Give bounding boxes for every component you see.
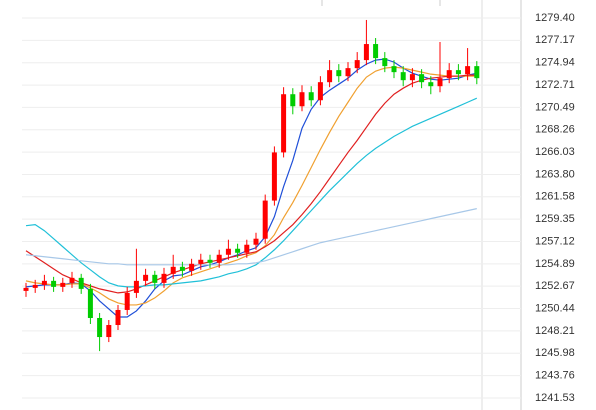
candle-body	[170, 266, 176, 274]
candle-body	[207, 259, 213, 263]
y-tick-label: 1252.67	[535, 280, 575, 292]
candle-body	[409, 74, 415, 81]
y-tick-label: 1274.94	[535, 57, 575, 69]
candle-body	[446, 70, 452, 79]
y-tick-label: 1245.98	[535, 347, 575, 359]
candle-body	[161, 273, 167, 283]
candle-body	[391, 66, 397, 73]
candle-body	[152, 274, 158, 283]
moving-average-line	[25, 74, 477, 294]
candle-body	[23, 287, 29, 291]
candle-body	[373, 44, 379, 59]
y-tick-label: 1248.21	[535, 325, 575, 337]
candle-body	[235, 248, 241, 253]
candle-body	[97, 317, 103, 338]
candle-body	[60, 282, 66, 287]
candle-body	[69, 277, 75, 283]
y-tick-label: 1270.49	[535, 101, 575, 113]
y-tick-label: 1257.12	[535, 235, 575, 247]
candle-body	[51, 280, 57, 287]
y-tick-label: 1277.17	[535, 34, 575, 46]
y-tick-label: 1250.44	[535, 302, 575, 314]
candle-body	[32, 284, 38, 288]
y-tick-label: 1266.03	[535, 146, 575, 158]
candle-body	[299, 92, 305, 107]
candle-body	[179, 266, 185, 271]
candle-body	[345, 68, 351, 77]
candle-body	[271, 152, 277, 201]
candle-body	[419, 74, 425, 83]
candle-body	[465, 66, 471, 75]
candle-body	[198, 259, 204, 264]
candle-body	[41, 280, 47, 285]
candle-body	[363, 44, 369, 61]
candle-body	[253, 238, 259, 245]
candle-body	[354, 60, 360, 69]
candle-body	[106, 325, 112, 338]
candle-body	[189, 263, 195, 271]
candle-body	[244, 244, 250, 253]
candle-body	[437, 78, 443, 87]
y-tick-label: 1241.53	[535, 392, 575, 404]
candle-body	[216, 254, 222, 263]
candle-body	[262, 200, 268, 239]
candle-body	[115, 309, 121, 326]
candle-body	[400, 72, 406, 81]
y-tick-label: 1259.35	[535, 213, 575, 225]
candle-body	[382, 58, 388, 67]
candle-body	[327, 70, 333, 83]
moving-average-line	[25, 208, 477, 266]
y-tick-label: 1272.71	[535, 79, 575, 91]
candle-body	[133, 280, 139, 293]
candle-body	[143, 274, 149, 281]
candle-body	[308, 92, 314, 101]
moving-average-line	[25, 66, 477, 306]
candle-body	[336, 70, 342, 77]
y-tick-label: 1268.26	[535, 124, 575, 136]
candle-body	[87, 288, 93, 318]
candle-body	[455, 70, 461, 75]
y-tick-label: 1261.58	[535, 191, 575, 203]
candle-body	[290, 94, 296, 107]
candle-body	[124, 292, 130, 310]
candle-body	[281, 94, 287, 153]
candle-body	[428, 82, 434, 87]
moving-average-line	[25, 97, 478, 288]
candle-body	[78, 277, 84, 289]
moving-average-line	[25, 58, 477, 318]
y-tick-label: 1263.80	[535, 168, 575, 180]
candle-body	[474, 66, 480, 79]
y-tick-label: 1279.40	[535, 12, 575, 24]
candle-body	[317, 82, 323, 101]
y-tick-label: 1254.89	[535, 258, 575, 270]
candle-body	[225, 248, 231, 255]
y-tick-label: 1243.76	[535, 369, 575, 381]
